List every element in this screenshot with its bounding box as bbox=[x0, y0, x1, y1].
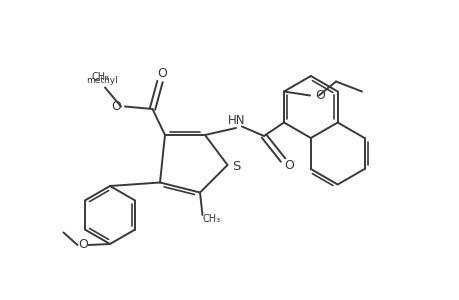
Text: S: S bbox=[231, 160, 240, 172]
Text: HN: HN bbox=[227, 114, 245, 127]
Text: methyl: methyl bbox=[85, 76, 117, 85]
Text: O: O bbox=[111, 100, 121, 112]
Text: O: O bbox=[314, 89, 324, 102]
Text: CH₃: CH₃ bbox=[92, 71, 110, 82]
Text: CH₃: CH₃ bbox=[202, 214, 220, 224]
Text: O: O bbox=[284, 158, 293, 172]
Text: O: O bbox=[78, 238, 88, 251]
Text: O: O bbox=[157, 67, 167, 80]
